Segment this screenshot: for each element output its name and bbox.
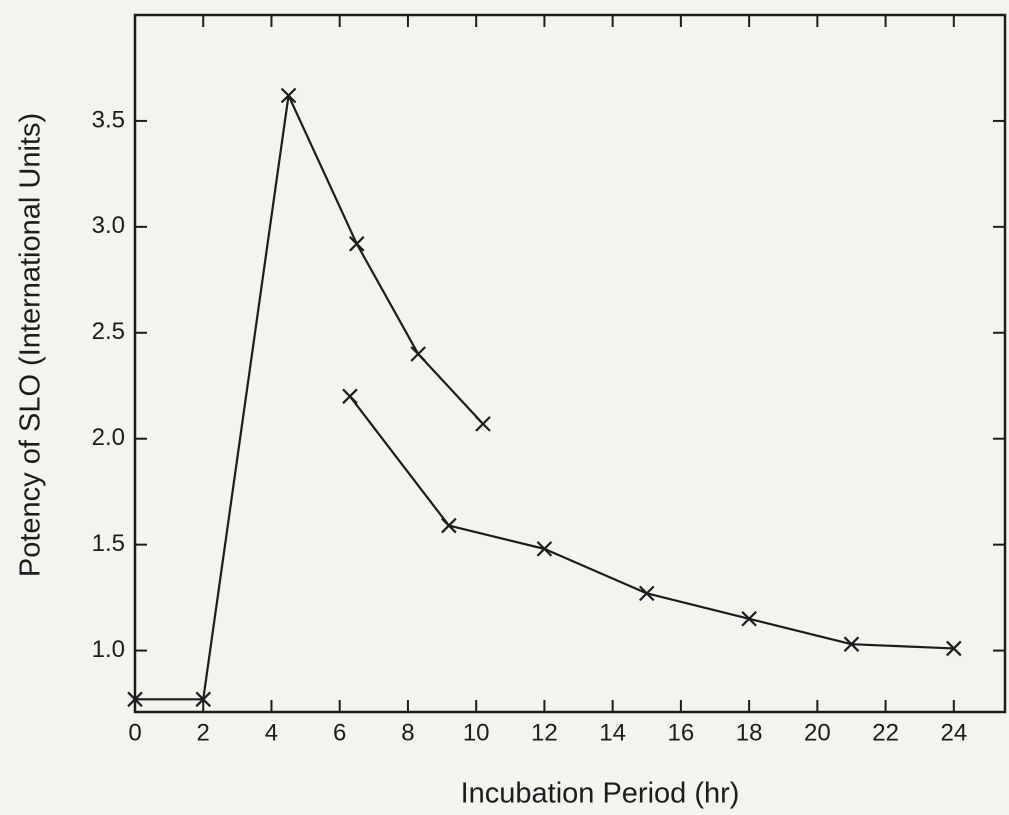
- x-tick-label: 12: [531, 719, 558, 746]
- y-tick-label: 2.0: [92, 424, 125, 451]
- x-tick-label: 14: [599, 719, 626, 746]
- point-marker: [441, 517, 457, 534]
- x-tick-label: 18: [736, 719, 763, 746]
- x-tick-label: 8: [401, 719, 414, 746]
- y-tick-label: 3.0: [92, 212, 125, 239]
- point-marker: [741, 611, 757, 627]
- x-tick-label: 2: [197, 719, 210, 746]
- point-marker: [348, 236, 365, 252]
- y-tick-label: 3.5: [92, 106, 125, 133]
- x-tick-label: 22: [872, 719, 899, 746]
- x-tick-label: 20: [804, 719, 831, 746]
- x-tick-label: 10: [463, 719, 490, 746]
- y-tick-label: 1.5: [92, 530, 125, 557]
- x-tick-label: 0: [128, 719, 141, 746]
- plot-frame: [133, 13, 1007, 714]
- y-axis-title: Potency of SLO (International Units): [15, 113, 47, 577]
- point-marker: [342, 388, 358, 405]
- point-marker: [638, 585, 655, 602]
- point-marker: [475, 416, 491, 432]
- point-marker: [946, 640, 962, 657]
- point-marker: [195, 691, 212, 708]
- y-tick-label: 2.5: [92, 318, 125, 345]
- x-tick-label: 24: [940, 719, 967, 746]
- series-line: [135, 94, 484, 701]
- x-tick-label: 4: [265, 719, 278, 746]
- point-marker: [843, 636, 860, 652]
- point-marker: [127, 691, 143, 708]
- series-line: [349, 395, 954, 650]
- x-tick-label: 16: [668, 719, 695, 746]
- y-tick-label: 1.0: [92, 636, 125, 663]
- point-marker: [410, 346, 426, 362]
- point-marker: [280, 87, 297, 104]
- x-tick-label: 6: [333, 719, 346, 746]
- x-axis-title: Incubation Period (hr): [461, 778, 740, 810]
- point-marker: [536, 541, 553, 557]
